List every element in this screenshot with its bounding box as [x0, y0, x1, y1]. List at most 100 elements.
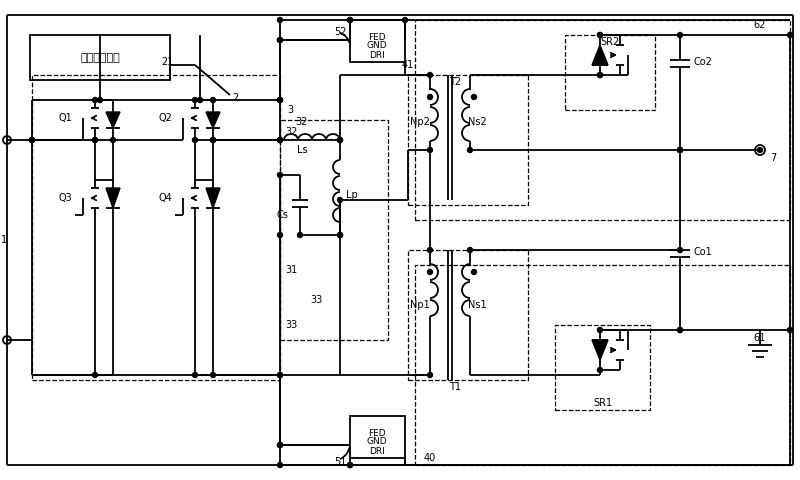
Circle shape — [193, 372, 198, 377]
Circle shape — [298, 232, 302, 238]
Text: 33: 33 — [310, 295, 322, 305]
Text: 1: 1 — [1, 235, 7, 245]
Text: 61: 61 — [754, 333, 766, 343]
Circle shape — [427, 269, 433, 275]
Circle shape — [598, 33, 602, 37]
Circle shape — [347, 17, 353, 23]
Polygon shape — [106, 188, 120, 208]
Circle shape — [278, 17, 282, 23]
Circle shape — [278, 232, 282, 238]
Text: GND: GND — [366, 437, 387, 446]
Circle shape — [30, 137, 34, 143]
Text: GND: GND — [366, 41, 387, 50]
Circle shape — [598, 72, 602, 77]
Circle shape — [598, 368, 602, 372]
Text: Q1: Q1 — [58, 113, 72, 123]
Circle shape — [598, 72, 602, 77]
Circle shape — [338, 232, 342, 238]
Circle shape — [402, 17, 407, 23]
Text: Lp: Lp — [346, 190, 358, 200]
Circle shape — [98, 97, 102, 103]
Bar — [280, 120, 388, 340]
Circle shape — [467, 248, 473, 252]
Text: Ls: Ls — [297, 145, 307, 155]
Circle shape — [347, 17, 353, 23]
Circle shape — [678, 147, 682, 153]
Circle shape — [338, 232, 342, 238]
Circle shape — [427, 372, 433, 377]
Circle shape — [678, 327, 682, 333]
Circle shape — [678, 33, 682, 37]
Circle shape — [30, 137, 34, 143]
Text: Cs: Cs — [276, 210, 288, 220]
Circle shape — [198, 97, 202, 103]
Text: FED: FED — [368, 33, 386, 41]
Circle shape — [678, 248, 682, 252]
Circle shape — [93, 372, 98, 377]
Bar — [415, 20, 790, 220]
Text: T1: T1 — [449, 382, 461, 392]
Text: 2: 2 — [232, 93, 238, 103]
Circle shape — [787, 327, 793, 333]
Circle shape — [467, 147, 473, 153]
Circle shape — [278, 37, 282, 43]
Circle shape — [278, 137, 282, 143]
Circle shape — [278, 97, 282, 103]
Circle shape — [278, 97, 282, 103]
Text: Co2: Co2 — [693, 57, 712, 67]
Text: DRI: DRI — [369, 446, 385, 456]
Text: 51: 51 — [334, 457, 346, 467]
Circle shape — [427, 248, 433, 252]
Bar — [350, 416, 405, 458]
Text: 52: 52 — [334, 27, 346, 37]
Circle shape — [598, 327, 602, 333]
Circle shape — [93, 137, 98, 143]
Circle shape — [678, 147, 682, 153]
Text: 脉波调变单元: 脉波调变单元 — [80, 53, 120, 63]
Text: T2: T2 — [449, 77, 461, 87]
Polygon shape — [206, 188, 220, 208]
Circle shape — [210, 137, 215, 143]
Polygon shape — [106, 112, 120, 128]
Circle shape — [278, 372, 282, 377]
Text: Np1: Np1 — [410, 300, 430, 310]
Circle shape — [278, 137, 282, 143]
Text: Q2: Q2 — [158, 113, 172, 123]
Text: 32: 32 — [296, 117, 308, 127]
Text: Np2: Np2 — [410, 117, 430, 127]
Circle shape — [427, 95, 433, 99]
Text: 31: 31 — [285, 265, 298, 275]
Text: 40: 40 — [424, 453, 436, 463]
Bar — [30, 35, 170, 80]
Text: 62: 62 — [754, 20, 766, 30]
Text: SR1: SR1 — [594, 398, 613, 408]
Text: 21: 21 — [161, 57, 173, 67]
Bar — [32, 75, 280, 380]
Circle shape — [471, 269, 477, 275]
Circle shape — [338, 137, 342, 143]
Circle shape — [210, 372, 215, 377]
Circle shape — [278, 463, 282, 468]
Circle shape — [338, 137, 342, 143]
Text: 32: 32 — [285, 127, 298, 137]
Circle shape — [278, 172, 282, 178]
Text: DRI: DRI — [369, 50, 385, 60]
Text: Q4: Q4 — [158, 193, 172, 203]
Circle shape — [787, 33, 793, 37]
Circle shape — [278, 372, 282, 377]
Text: FED: FED — [368, 429, 386, 437]
Circle shape — [110, 137, 115, 143]
Circle shape — [427, 72, 433, 77]
Text: Ns2: Ns2 — [468, 117, 486, 127]
Text: Q3: Q3 — [58, 193, 72, 203]
Polygon shape — [592, 340, 608, 360]
Circle shape — [278, 443, 282, 447]
Bar — [415, 265, 790, 465]
Circle shape — [93, 97, 98, 103]
Circle shape — [193, 97, 198, 103]
Text: Ns1: Ns1 — [468, 300, 486, 310]
Circle shape — [678, 147, 682, 153]
Bar — [555, 325, 650, 410]
Text: 33: 33 — [285, 320, 298, 330]
Circle shape — [347, 463, 353, 468]
